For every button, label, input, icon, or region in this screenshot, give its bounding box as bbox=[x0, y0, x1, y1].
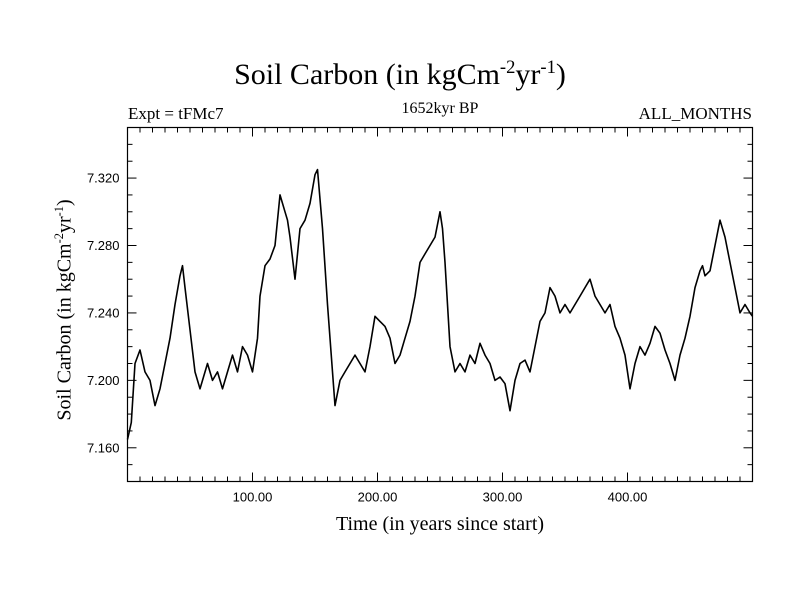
y-tick-label: 7.200 bbox=[87, 373, 120, 388]
series-line bbox=[126, 168, 754, 440]
x-tick-label: 300.00 bbox=[483, 490, 523, 505]
y-tick-label: 7.240 bbox=[87, 305, 120, 320]
x-tick-label: 400.00 bbox=[608, 490, 648, 505]
y-tick-label: 7.280 bbox=[87, 238, 120, 253]
y-tick-label: 7.160 bbox=[87, 440, 120, 455]
x-tick-label: 100.00 bbox=[233, 490, 273, 505]
x-tick-label: 200.00 bbox=[358, 490, 398, 505]
axis-tick-labels: 100.00 200.00 300.00 400.00 7.160 7.200 7.240 7… bbox=[87, 171, 647, 505]
subtitle-experiment: Expt = tFMc7 bbox=[128, 104, 224, 123]
subtitle-months: ALL_MONTHS bbox=[638, 104, 752, 123]
plot-frame bbox=[126, 126, 754, 483]
subtitle-period: 1652kyr BP bbox=[401, 100, 479, 117]
y-axis-label: Soil Carbon (in kgCm-2yr-1) bbox=[51, 199, 76, 421]
x-axis-label: Time (in years since start) bbox=[335, 513, 545, 535]
axis-ticks bbox=[127, 127, 753, 482]
y-tick-label: 7.320 bbox=[87, 171, 120, 186]
chart-title: Soil Carbon (in kgCm-2yr-1) bbox=[234, 57, 566, 91]
series-group bbox=[126, 168, 754, 440]
